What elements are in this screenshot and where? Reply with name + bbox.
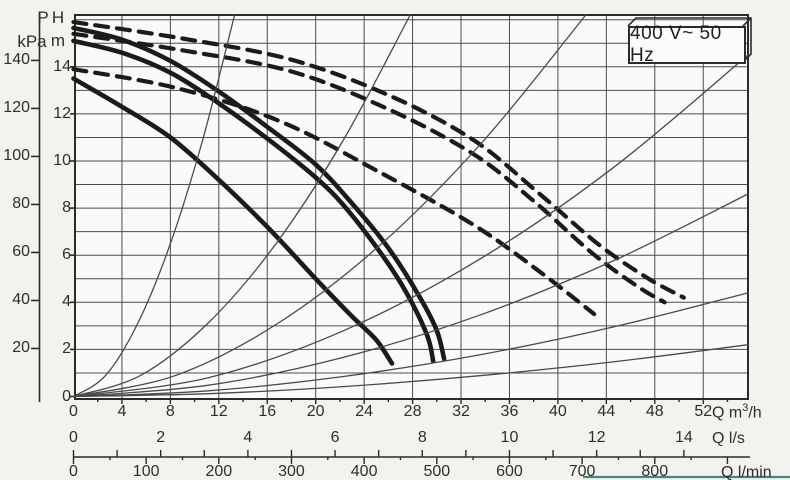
flow-m3h-tick-label: 16: [258, 403, 277, 420]
pressure-tick-label: 80: [12, 195, 30, 213]
flow-ls-tick-label: 4: [243, 429, 253, 446]
pressure-axis-title: P: [37, 8, 49, 27]
flow-m3h-tick-label: 28: [403, 403, 422, 420]
head-tick-label: 8: [62, 199, 71, 217]
head-axis-unit: m: [50, 31, 66, 50]
flow-lmin-tick-label: 200: [205, 463, 233, 480]
pressure-tick-label: 60: [12, 243, 30, 261]
head-axis-title: H: [51, 8, 65, 27]
system-curve-4: [72, 54, 749, 398]
flow-ls-tick-label: 12: [587, 429, 606, 446]
flow-m3h-tick-label: 24: [355, 403, 374, 420]
flow-lmin-tick-label: 0: [69, 463, 78, 480]
flow-lmin-tick-label: 400: [350, 463, 378, 480]
flow-m3h-tick-label: 0: [69, 403, 78, 420]
pump-curve-3: [71, 76, 395, 366]
pressure-tick-label: 120: [3, 99, 30, 117]
head-tick-label: 2: [62, 340, 71, 358]
flow-lmin-tick-label: 100: [132, 463, 160, 480]
pressure-tick-label: 20: [12, 339, 30, 357]
pump-curve-2: [71, 38, 436, 364]
flow-lmin-tick-label: 800: [641, 463, 669, 480]
parallel-curve-1: [71, 19, 686, 300]
pressure-tick-label: 140: [3, 51, 30, 69]
flow-unit-m3h-suffix: /h: [748, 404, 762, 422]
flow-m3h-tick-label: 48: [645, 403, 664, 420]
flow-lmin-tick-label: 700: [568, 463, 596, 480]
pressure-tick-label: 100: [3, 147, 30, 165]
flow-ls-tick-label: 0: [69, 429, 78, 446]
flow-lmin-tick-label: 300: [278, 463, 305, 480]
flow-ls-tick-label: 8: [417, 429, 427, 446]
flow-unit-m3h-prefix: Q m: [712, 404, 743, 422]
flow-lmin-tick-label: 600: [496, 463, 523, 480]
head-tick-label: 12: [53, 104, 71, 122]
flow-m3h-tick-label: 20: [306, 403, 325, 420]
flow-m3h-tick-label: 32: [452, 403, 470, 420]
flow-lmin-tick-label: 500: [423, 463, 451, 480]
system-curve-3: [72, 14, 587, 398]
flow-unit-lmin: Q l/min: [721, 464, 772, 480]
flow-ls-tick-label: 2: [156, 429, 166, 446]
pump-curve-1: [71, 25, 447, 362]
flow-m3h-tick-label: 52: [694, 403, 713, 420]
flow-m3h-tick-label: 40: [548, 403, 567, 420]
head-tick-label: 6: [62, 246, 71, 264]
parallel-curve-2: [71, 31, 667, 305]
head-tick-label: 4: [62, 293, 71, 311]
head-tick-label: 10: [53, 152, 71, 169]
plot-border: [74, 14, 749, 400]
flow-m3h-tick-label: 4: [117, 403, 127, 420]
system-curve-5: [72, 193, 749, 398]
voltage-frequency-label: 400 V~ 50 Hz: [630, 23, 722, 66]
pressure-tick-label: 40: [12, 291, 30, 309]
flow-ls-tick-label: 10: [500, 429, 519, 446]
system-curve-1: [72, 14, 236, 398]
voltage-frequency-box: 400 V~ 50 Hz: [628, 23, 746, 66]
plot-area-background: [75, 15, 748, 399]
flow-ls-tick-label: 6: [330, 429, 340, 446]
voltage-box-shadow-edges: [627, 17, 752, 63]
head-tick-label: 0: [62, 387, 71, 405]
head-tick-label: 14: [53, 57, 71, 75]
system-curve-2: [72, 14, 411, 398]
flow-unit-m3h: Q m3/h: [712, 402, 762, 422]
flow-unit-m3h-sup: 3: [742, 402, 749, 414]
system-curve-7: [72, 344, 749, 398]
flow-unit-ls: Q l/s: [712, 430, 745, 447]
parallel-curve-3: [71, 67, 597, 317]
flow-m3h-tick-label: 36: [500, 403, 519, 420]
flow-m3h-tick-label: 44: [597, 403, 616, 420]
flow-m3h-tick-label: 12: [209, 403, 228, 420]
system-curve-6: [72, 292, 749, 398]
flow-ls-tick-label: 14: [674, 429, 693, 446]
pressure-axis-unit: kPa: [17, 32, 47, 51]
flow-m3h-tick-label: 8: [165, 403, 175, 420]
